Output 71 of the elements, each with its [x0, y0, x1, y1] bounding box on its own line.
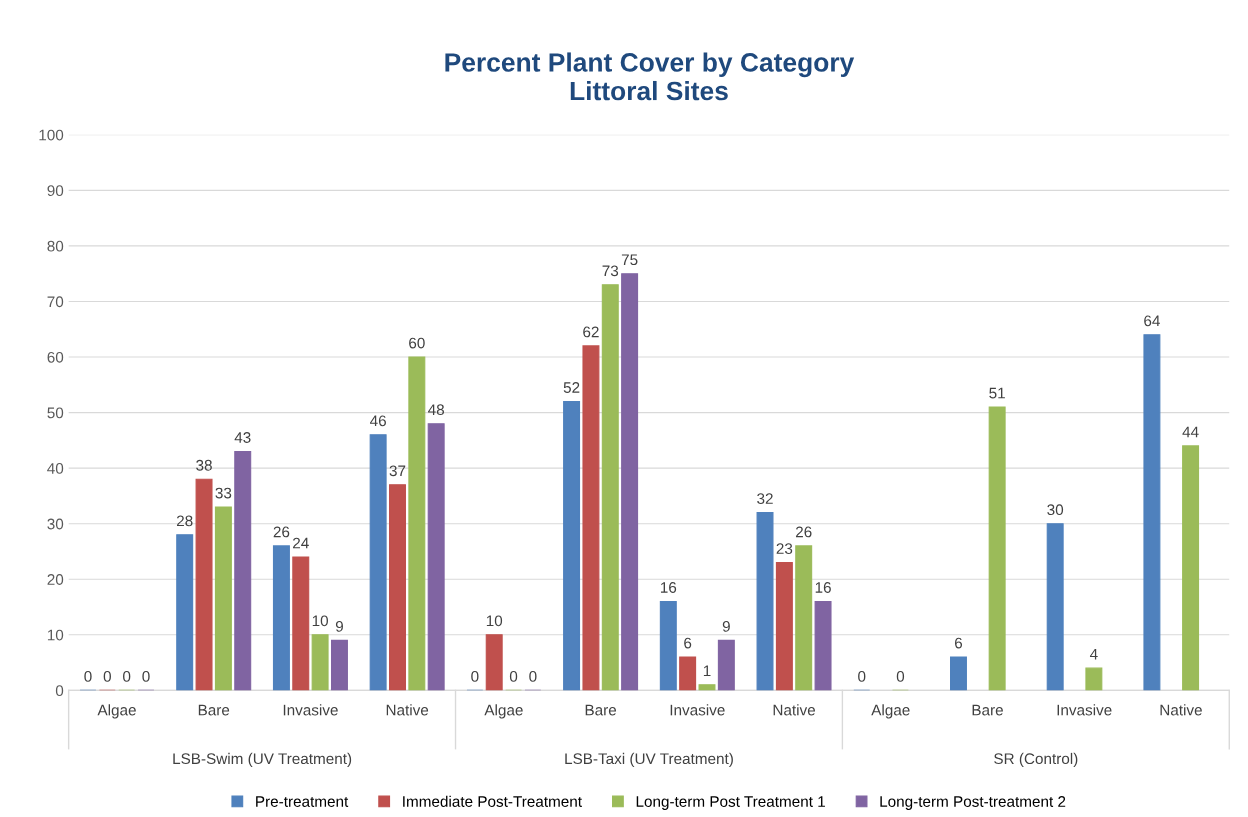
data-label: 0	[896, 670, 905, 682]
y-tick-label: 10	[47, 629, 64, 641]
data-label: 24	[293, 537, 309, 549]
legend-label: Long-term Post Treatment 1	[636, 796, 825, 810]
x-tick-label: Bare	[972, 704, 1003, 716]
data-label: 37	[389, 465, 406, 477]
y-tick-label: 70	[47, 296, 64, 308]
data-label: 6	[684, 637, 692, 649]
data-label: 64	[1144, 315, 1160, 327]
data-label: 0	[103, 670, 111, 682]
data-label: 0	[509, 670, 518, 682]
data-label: 52	[563, 382, 580, 393]
x-tick-label: Algae	[97, 704, 136, 719]
data-label: 10	[312, 615, 329, 627]
data-label: 38	[196, 459, 212, 471]
y-tick-label: 60	[47, 351, 64, 363]
y-tick-label: 90	[47, 185, 64, 197]
x-tick-label: Invasive	[670, 704, 725, 716]
y-tick-label: 50	[47, 407, 64, 419]
x-tick-label: Invasive	[1057, 704, 1112, 716]
data-label: 30	[1047, 504, 1064, 516]
data-label: 51	[989, 387, 1005, 399]
data-label: 16	[660, 582, 677, 593]
y-tick-label: 0	[55, 685, 64, 697]
legend-label: Pre-treatment	[256, 796, 349, 807]
data-label: 0	[858, 670, 866, 682]
chart-title: Percent Plant Cover by Category Littoral Sites	[445, 52, 855, 101]
legend-label: Immediate Post-Treatment	[403, 795, 582, 807]
data-label: 4	[1089, 648, 1098, 660]
data-label: 9	[722, 620, 730, 632]
data-label: 43	[234, 432, 251, 443]
data-label: 60	[409, 337, 425, 349]
y-tick-label: 20	[47, 574, 64, 585]
data-label: 16	[815, 582, 831, 593]
data-label: 10	[486, 615, 503, 627]
y-tick-label: 30	[47, 518, 64, 530]
x-tick-label: Bare	[585, 704, 617, 716]
y-tick-label: 100	[39, 129, 64, 141]
x-tick-label: Native	[773, 704, 816, 716]
x-tick-label: Bare	[198, 704, 230, 716]
y-tick-label: 40	[47, 463, 64, 474]
data-label: 23	[776, 543, 793, 555]
text: LSB-Taxi (UV Treatment)	[565, 752, 733, 768]
data-label: 0	[84, 670, 92, 682]
data-label: 0	[142, 670, 150, 682]
text: LSB-Swim (UV Treatment)	[173, 752, 352, 768]
x-tick-label: Native	[1160, 704, 1202, 716]
data-label: 0	[123, 670, 131, 682]
data-label: 62	[583, 326, 599, 338]
data-label: 26	[273, 526, 290, 538]
data-label: 9	[335, 620, 343, 632]
data-label: 46	[370, 415, 386, 427]
data-label: 1	[703, 665, 711, 677]
data-label: 0	[529, 670, 537, 682]
data-label: 26	[795, 526, 812, 538]
y-tick-label: 80	[47, 240, 64, 252]
x-tick-label: Algae	[484, 704, 523, 719]
data-label: 32	[757, 493, 773, 505]
data-label: 0	[471, 670, 479, 682]
text: SR (Control)	[994, 752, 1078, 768]
data-label: 75	[621, 254, 638, 266]
data-label: 44	[1182, 426, 1199, 438]
data-label: 48	[428, 404, 445, 416]
data-label: 6	[954, 637, 963, 649]
x-tick-label: Native	[386, 704, 429, 716]
x-tick-label: Invasive	[283, 704, 338, 716]
data-label: 73	[602, 265, 619, 277]
legend-label: Long-term Post-treatment 2	[880, 796, 1066, 810]
x-tick-label: Algae	[871, 704, 910, 719]
data-label: 33	[215, 487, 232, 499]
data-label: 28	[176, 515, 193, 527]
